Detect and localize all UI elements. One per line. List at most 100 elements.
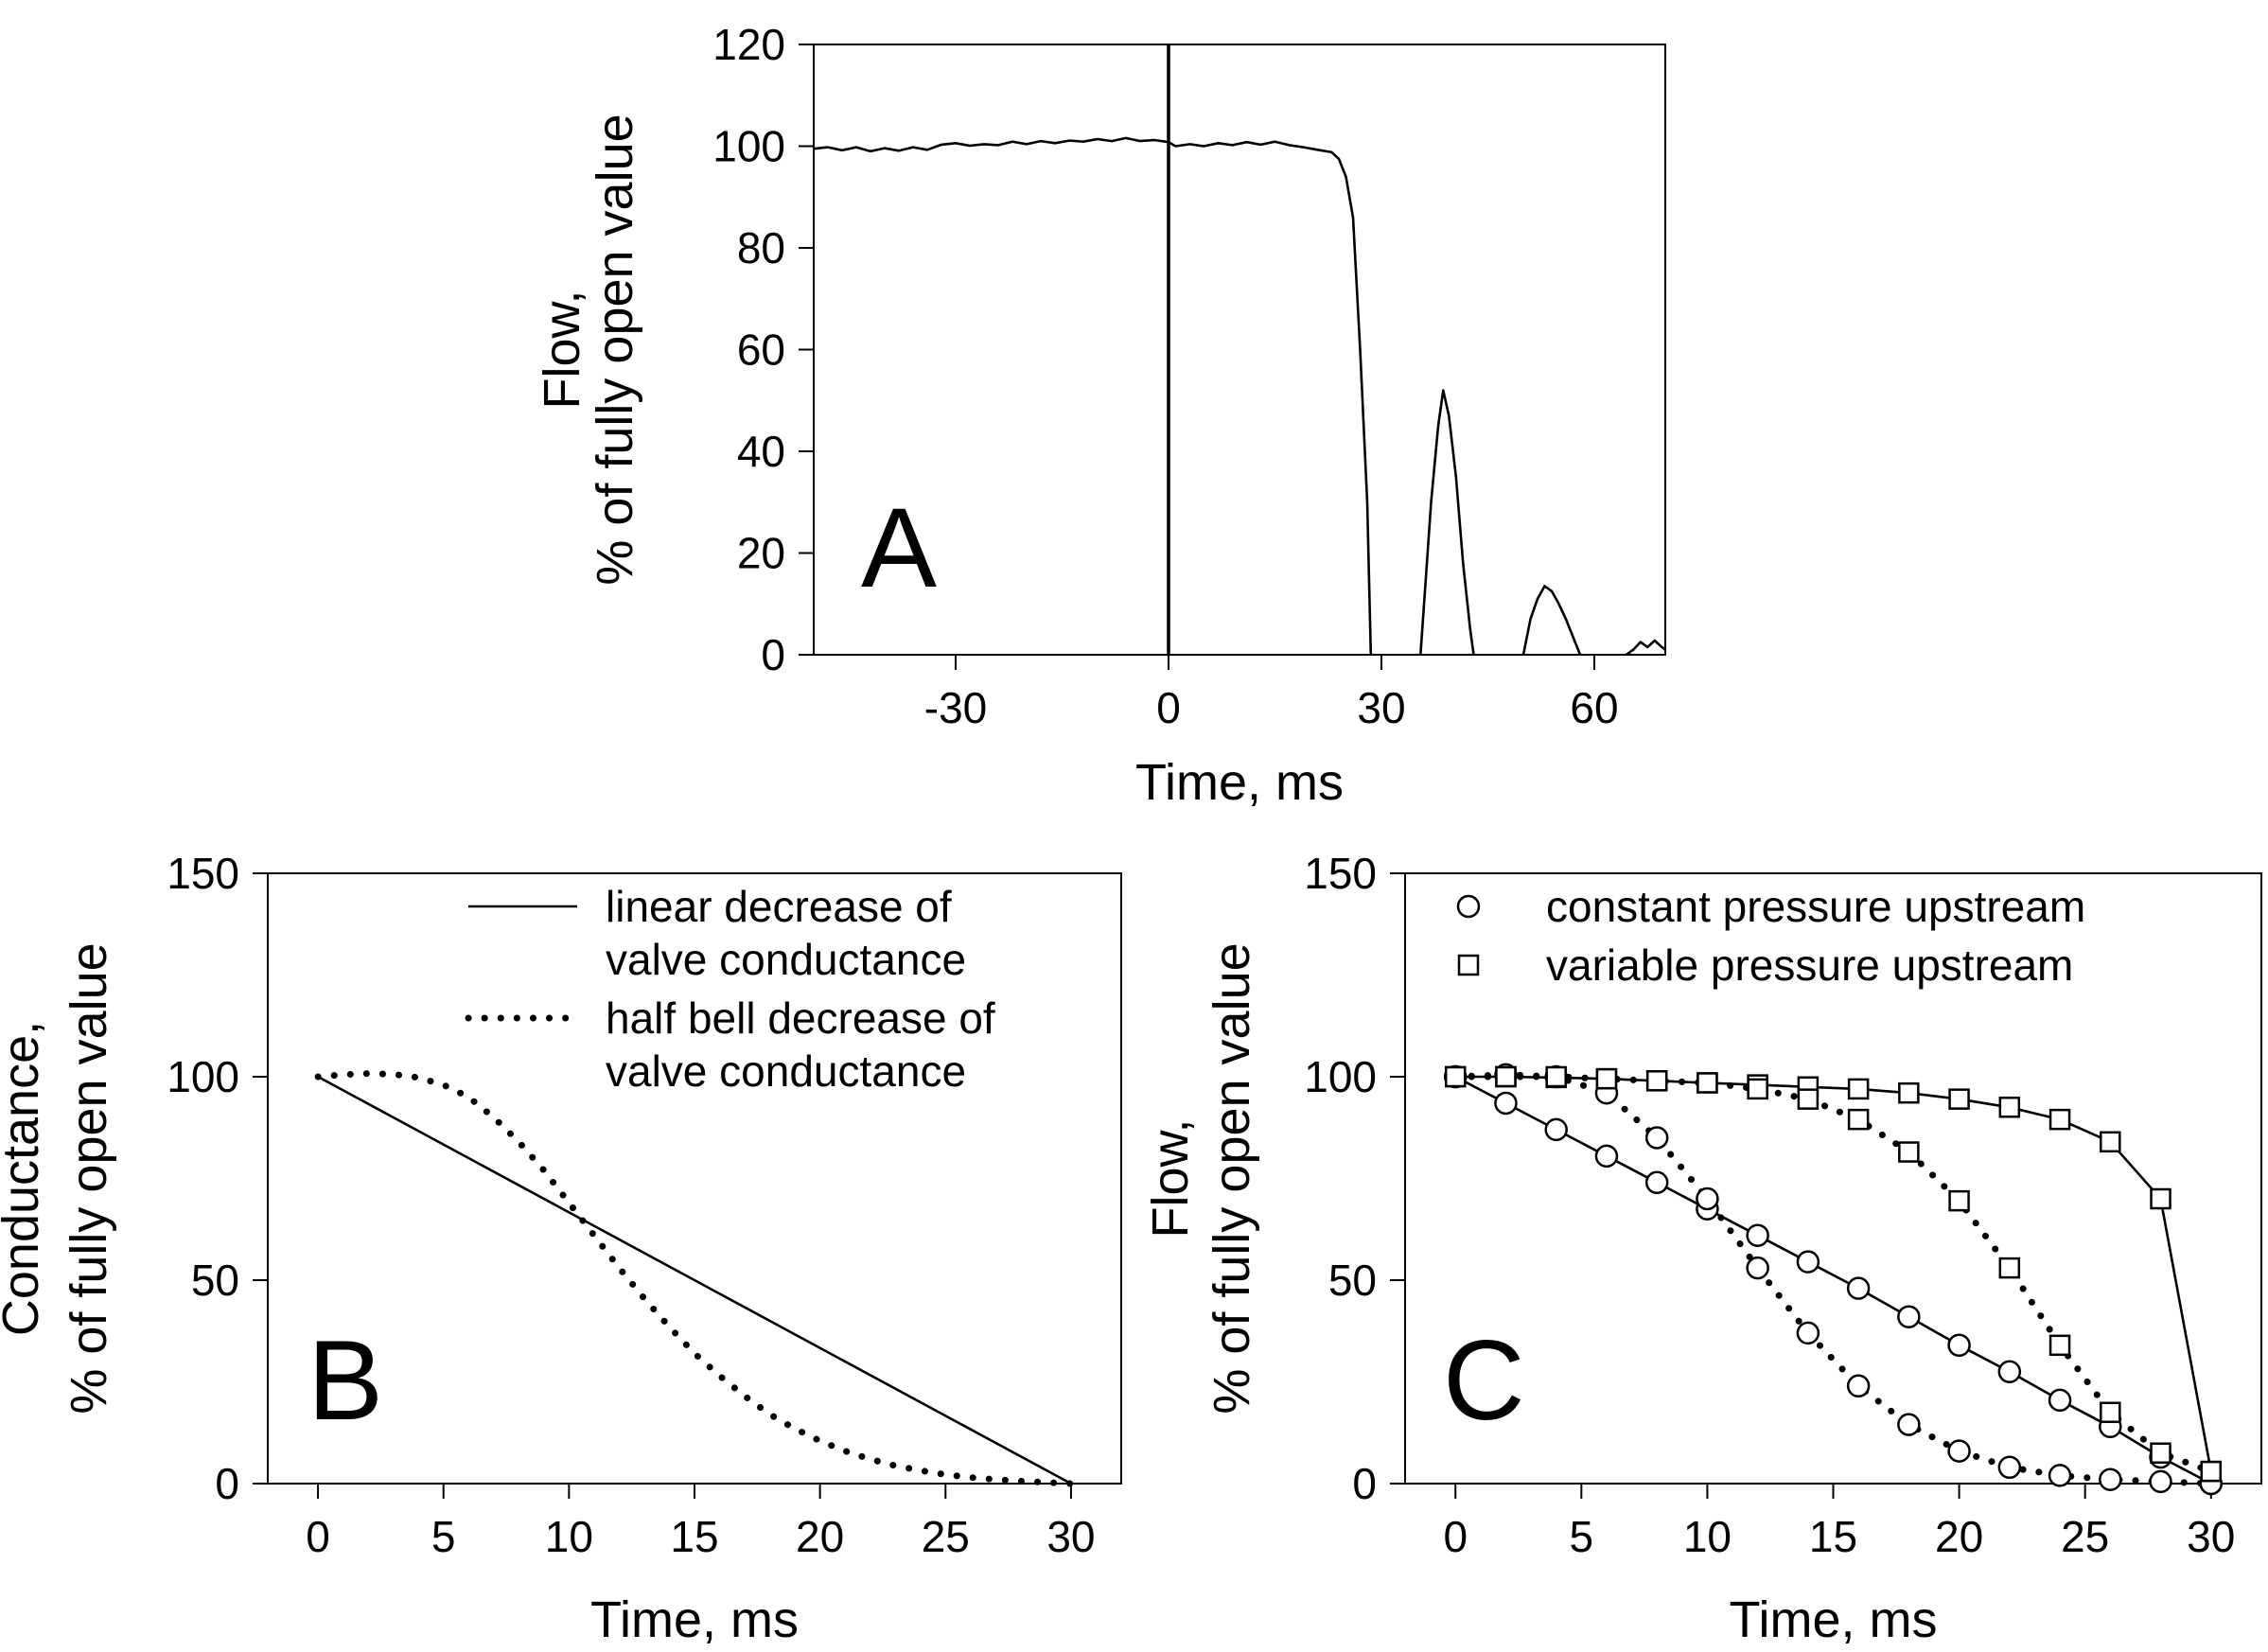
data-point-square [1444,1065,1467,1088]
data-point-square [1998,1097,2021,1118]
y-axis-title-line: Flow, [1142,1118,1199,1238]
panel-letter: C [1443,1317,1525,1444]
panel-a: 0 20 40 60 80 100 120 -30 0 30 60 Time, ms Flow,% of… [534,20,1666,811]
legend-marker-circle [1456,894,1481,919]
x-tick-label: 25 [922,1512,970,1561]
data-point-circle [1796,1321,1820,1345]
y-tick-label: 0 [761,630,785,679]
data-point-square [1948,1088,1970,1110]
data-point-circle [1846,1374,1871,1398]
data-point-square [1545,1065,1567,1088]
x-tick-label: 10 [545,1512,593,1561]
data-point-square [2100,1401,2121,1423]
data-point-circle [1897,1413,1921,1436]
x-tick-label: 0 [1443,1512,1468,1561]
data-point-square [2150,1442,2171,1464]
legend-label: valve conductance [606,1046,966,1096]
series-dotted-line [314,1070,1075,1487]
data-point-circle [1947,1333,1971,1358]
x-axis-title: Time, ms [1730,1591,1938,1648]
x-tick-label: 5 [431,1512,456,1561]
y-tick-label: 100 [712,122,785,171]
series-dotted-line [1451,1071,2215,1487]
data-point-circle [2149,1469,2172,1494]
x-tick-label: 30 [1357,683,1405,732]
data-point-square [1847,1078,1870,1100]
x-tick-label: 0 [1156,683,1181,732]
data-point-square [1797,1088,1820,1110]
legend-label: linear decrease of [606,882,952,931]
x-tick-label: 30 [1046,1512,1095,1561]
data-point-square [2200,1460,2223,1483]
data-point-circle [2099,1467,2122,1491]
data-point-square [1898,1081,1920,1104]
y-axis-title-line: % of fully open value [61,942,117,1414]
series-solid-line [1419,389,1475,656]
data-point-circle [1644,1126,1669,1150]
x-tick-label: 60 [1570,683,1618,732]
data-point-circle [1594,1144,1619,1169]
x-axis-title: Time, ms [1135,754,1344,811]
data-point-circle [1897,1305,1921,1328]
legend-label: constant pressure upstream [1546,882,2085,931]
y-axis-title-line: Flow, [534,290,590,409]
y-tick-label: 120 [712,20,785,69]
data-point-square [2150,1187,2171,1210]
data-point-circle [1947,1439,1971,1463]
data-point-square [1898,1141,1920,1163]
y-tick-label: 40 [737,427,785,476]
y-tick-label: 20 [737,529,785,578]
data-point-circle [2048,1388,2072,1413]
data-point-square [2100,1131,2121,1153]
data-point-circle [1997,1360,2022,1383]
x-tick-label: -30 [924,683,987,732]
data-point-circle [1746,1256,1769,1280]
y-tick-label: 0 [215,1459,239,1508]
data-point-square [1697,1072,1718,1094]
legend-label: valve conductance [606,935,966,984]
x-tick-label: 20 [1935,1512,1983,1561]
y-tick-label: 0 [1352,1459,1377,1508]
data-point-square [1645,1070,1668,1092]
series-solid-line [1626,639,1666,657]
x-tick-label: 5 [1570,1512,1594,1561]
y-axis-title-line: % of fully open value [1204,942,1260,1414]
data-point-circle [1644,1170,1669,1195]
series-solid-line [1454,1075,2212,1485]
data-point-square [1948,1189,1970,1212]
series-solid-line [1455,1075,2213,1472]
data-point-square [1847,1108,1870,1131]
data-point-circle [1696,1186,1719,1211]
legend-label: variable pressure upstream [1546,940,2073,990]
y-axis-title-line: Conductance, [0,1021,49,1336]
x-tick-label: 0 [306,1512,330,1561]
data-point-square [1747,1078,1768,1100]
x-tick-label: 15 [1809,1512,1857,1561]
y-tick-label: 150 [1304,849,1377,898]
data-point-circle [1746,1223,1769,1247]
y-tick-label: 60 [737,325,785,375]
x-axis-title: Time, ms [590,1591,799,1648]
panel-c: 0 50 100 150 0 5 10 15 20 25 30 Time, ms Flow,% of f… [1142,849,2262,1648]
panel-letter: B [308,1317,383,1444]
legend-label: half bell decrease of [606,993,995,1043]
y-tick-label: 100 [167,1052,239,1101]
panel-b: 0 50 100 150 0 5 10 15 20 25 30 Time, ms Conductance… [0,849,1122,1648]
data-point-circle [1494,1091,1518,1116]
series-solid-line [813,136,1373,656]
data-point-square [2048,1334,2071,1357]
data-point-circle [1544,1117,1568,1142]
data-point-circle [2048,1464,2072,1487]
panel-letter: A [861,484,937,611]
legend-marker-square [1457,954,1480,976]
data-point-circle [1846,1276,1871,1300]
data-point-square [1998,1257,2021,1279]
data-point-square [2048,1108,2071,1131]
data-point-square [1595,1067,1618,1090]
y-tick-label: 50 [1328,1256,1377,1305]
plot-frame [813,44,1666,656]
data-point-circle [1796,1250,1820,1274]
x-tick-label: 15 [670,1512,718,1561]
y-tick-label: 80 [737,223,785,272]
series-solid-line [317,1075,1072,1485]
